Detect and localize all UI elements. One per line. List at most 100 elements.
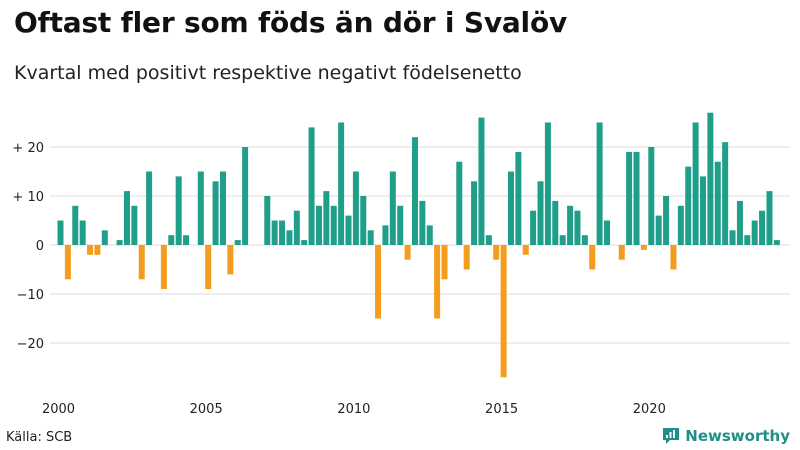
bar [308,127,315,245]
bar [419,200,426,245]
chart-subtitle: Kvartal med positivt respektive negativt… [14,62,522,84]
bar [456,161,463,245]
bar [138,245,145,280]
bar [655,215,662,245]
bar [640,245,647,250]
newsworthy-chart-icon [663,428,680,444]
bar [160,245,167,290]
bar [700,176,706,245]
newsworthy-logo: Newsworthy [661,426,790,446]
bar [94,245,101,255]
bar [426,225,433,245]
y-tick-label: 0 [36,239,44,254]
bar [360,196,367,245]
bar [72,205,79,245]
x-tick-label: 2010 [337,402,370,417]
bar [293,210,300,245]
bar [286,230,293,245]
bar [507,171,514,245]
bar [567,205,574,245]
bar [131,205,138,245]
bar [411,137,418,245]
x-tick-label: 2000 [42,402,75,417]
bar [648,147,655,245]
y-tick-label: + 10 [12,190,44,205]
bar [670,245,677,270]
bar [773,240,780,245]
bar [581,235,588,245]
bar [279,220,286,245]
bar [397,205,404,245]
bar [212,181,219,245]
bar [663,196,670,245]
bar [367,230,374,245]
brand-name: Newsworthy [685,427,790,445]
bar [471,181,478,245]
bar [352,171,359,245]
y-tick-label: −10 [17,288,44,303]
bar [589,245,596,270]
bar [736,200,743,245]
bar [87,245,94,255]
bar [175,176,182,245]
bar [64,245,71,280]
bar [168,235,175,245]
bar [530,210,537,245]
bar [707,112,714,245]
bar [714,161,721,245]
bar [338,122,345,245]
bar [389,171,396,245]
bar [382,225,389,245]
bar [57,220,64,245]
bar [219,171,226,245]
x-tick-label: 2020 [633,402,666,417]
y-axis-ticks: + 20 + 10 0 −10 −20 [12,141,44,352]
bars [57,112,780,378]
bar [677,205,684,245]
bar [692,122,699,245]
bar [618,245,625,260]
bar [301,240,308,245]
bar [315,205,322,245]
x-tick-label: 2015 [485,402,518,417]
bar [227,245,234,275]
bar [264,196,271,245]
bar [522,245,529,255]
bar [79,220,86,245]
bar [744,235,751,245]
bar [205,245,212,290]
bar [434,245,441,319]
bar [323,191,330,245]
bar [146,171,153,245]
bar [603,220,610,245]
bar [197,171,204,245]
bar [242,147,249,245]
bar [485,235,492,245]
bar [404,245,411,260]
bar [441,245,448,280]
bar [234,240,241,245]
bar [729,230,736,245]
bar [685,166,692,245]
bar [500,245,507,378]
bar [722,142,729,245]
bar [596,122,603,245]
bar [116,240,123,245]
bar [493,245,500,260]
bar [123,191,130,245]
x-axis-ticks: 2000 2005 2010 2015 2020 [42,402,666,417]
bar [101,230,108,245]
bar [766,191,773,245]
bar [271,220,278,245]
bar [345,215,352,245]
bar [330,205,337,245]
y-tick-label: + 20 [12,141,44,156]
bar [759,210,766,245]
bar [478,117,485,245]
chart-title: Oftast fler som föds än dör i Svalöv [14,6,568,39]
bar [751,220,758,245]
bar [626,151,633,245]
bar [544,122,551,245]
source-note: Källa: SCB [6,430,73,445]
